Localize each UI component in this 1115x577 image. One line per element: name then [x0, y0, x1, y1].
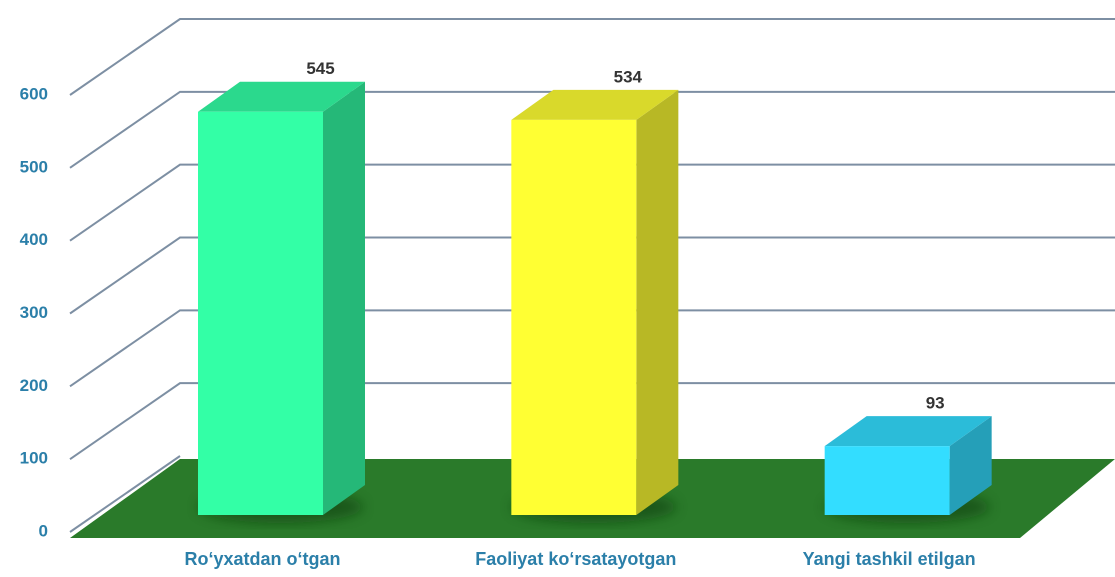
- bar: [198, 81, 365, 515]
- y-tick-label: 0: [39, 521, 48, 540]
- y-tick-label: 100: [20, 449, 48, 468]
- bar-front: [511, 119, 637, 515]
- bar: [511, 89, 679, 515]
- bar-side: [323, 81, 365, 515]
- x-tick-label: Yangi tashkil etilgan: [803, 549, 976, 569]
- y-tick-label: 400: [20, 230, 48, 249]
- grid-line: [69, 236, 1115, 315]
- grid-line: [69, 18, 1115, 96]
- grid-line: [69, 309, 1115, 388]
- axis-line: [69, 455, 181, 533]
- bar-side: [636, 89, 679, 515]
- grid-line: [69, 163, 1115, 242]
- y-tick-label: 500: [20, 157, 48, 176]
- value-label: 93: [926, 394, 945, 413]
- value-label: 545: [306, 59, 334, 78]
- bar-top: [198, 81, 365, 112]
- grid-line: [69, 90, 1115, 169]
- grid-line: [69, 382, 1115, 460]
- y-tick-label: 200: [20, 376, 48, 395]
- value-label: 534: [614, 67, 643, 86]
- y-tick-label: 300: [20, 303, 48, 322]
- x-tick-label: Ro‘yxatdan o‘tgan: [184, 549, 340, 569]
- bar-top: [824, 416, 992, 447]
- bar: [824, 416, 992, 515]
- bar-front: [198, 111, 323, 515]
- bar-top: [511, 89, 679, 120]
- y-tick-label: 600: [20, 84, 48, 103]
- bar-side: [949, 416, 992, 515]
- x-tick-label: Faoliyat ko‘rsatayotgan: [475, 549, 676, 569]
- bar-front: [824, 446, 950, 515]
